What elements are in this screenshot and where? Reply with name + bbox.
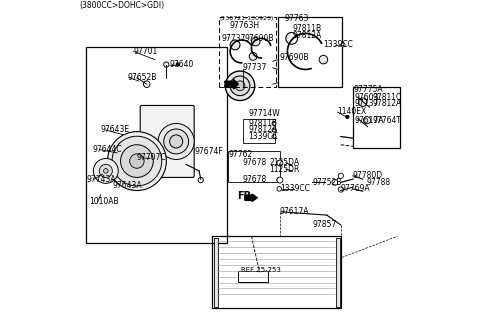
Text: 97644C: 97644C xyxy=(93,145,122,154)
Text: 97812A: 97812A xyxy=(372,99,402,108)
Circle shape xyxy=(230,40,240,50)
Text: 97617A: 97617A xyxy=(280,207,310,216)
Text: 97617A: 97617A xyxy=(354,116,384,125)
Text: 97775A: 97775A xyxy=(354,85,384,93)
Text: 97857: 97857 xyxy=(312,220,336,229)
FancyBboxPatch shape xyxy=(239,271,268,281)
Text: 97690B: 97690B xyxy=(245,34,275,43)
Text: FR: FR xyxy=(237,192,251,201)
Circle shape xyxy=(164,62,169,67)
Circle shape xyxy=(332,179,338,185)
Text: (3800CC>DOHC>GDI): (3800CC>DOHC>GDI) xyxy=(80,1,165,10)
Text: 97762: 97762 xyxy=(228,150,253,159)
Circle shape xyxy=(252,37,260,46)
Text: 97812A: 97812A xyxy=(248,126,277,134)
Text: REF 25-253: REF 25-253 xyxy=(240,267,280,273)
Text: 97643E: 97643E xyxy=(101,126,130,134)
Circle shape xyxy=(108,132,167,191)
Circle shape xyxy=(277,160,282,165)
Text: 97737: 97737 xyxy=(354,99,379,108)
Text: 97678: 97678 xyxy=(242,174,267,184)
Circle shape xyxy=(158,123,194,159)
Circle shape xyxy=(338,187,343,192)
Circle shape xyxy=(346,115,349,118)
Circle shape xyxy=(359,98,367,106)
Circle shape xyxy=(277,177,282,182)
Text: 97652B: 97652B xyxy=(127,73,156,82)
Text: 97737: 97737 xyxy=(221,34,245,43)
Circle shape xyxy=(341,43,345,47)
Text: 97780D: 97780D xyxy=(353,171,383,180)
Text: 97707C: 97707C xyxy=(137,153,167,162)
Bar xyxy=(242,118,276,143)
Bar xyxy=(219,17,276,88)
Text: 2125DA: 2125DA xyxy=(269,158,300,167)
Circle shape xyxy=(104,169,108,173)
Text: 97643A: 97643A xyxy=(112,181,142,190)
Circle shape xyxy=(225,71,255,101)
Circle shape xyxy=(144,81,150,88)
Bar xyxy=(336,238,340,307)
FancyArrow shape xyxy=(225,79,239,89)
Text: 97674F: 97674F xyxy=(194,147,223,156)
Text: 97812A: 97812A xyxy=(292,31,322,40)
Circle shape xyxy=(277,187,282,191)
Circle shape xyxy=(277,178,281,181)
Text: 97690B: 97690B xyxy=(280,53,310,63)
Bar xyxy=(353,88,400,148)
Bar xyxy=(214,238,218,307)
Circle shape xyxy=(112,136,162,186)
Text: 97737: 97737 xyxy=(242,63,267,72)
FancyBboxPatch shape xyxy=(140,105,194,177)
Bar xyxy=(86,47,227,243)
Text: 1339CC: 1339CC xyxy=(248,132,278,141)
Text: 97714W: 97714W xyxy=(248,109,280,118)
Text: 97769A: 97769A xyxy=(341,184,371,194)
Text: 1339CC: 1339CC xyxy=(324,40,353,50)
Circle shape xyxy=(169,135,183,148)
Circle shape xyxy=(99,164,112,177)
Circle shape xyxy=(286,32,298,44)
Text: 1125DR: 1125DR xyxy=(269,165,300,174)
Text: (130721-130923): (130721-130923) xyxy=(219,16,274,21)
Circle shape xyxy=(272,128,276,132)
Circle shape xyxy=(272,121,276,125)
Text: 97701: 97701 xyxy=(133,47,158,56)
Circle shape xyxy=(249,52,257,60)
Circle shape xyxy=(277,160,283,166)
Circle shape xyxy=(94,158,118,183)
Text: 97603: 97603 xyxy=(354,93,379,102)
Circle shape xyxy=(235,81,245,91)
Circle shape xyxy=(130,154,144,168)
Circle shape xyxy=(230,76,250,96)
Circle shape xyxy=(277,177,283,183)
Text: 97752B: 97752B xyxy=(312,178,342,187)
Circle shape xyxy=(120,145,153,177)
Text: 97788: 97788 xyxy=(366,178,390,187)
Text: 97763H: 97763H xyxy=(229,21,260,30)
Text: 1339CC: 1339CC xyxy=(280,184,310,194)
Circle shape xyxy=(338,173,343,178)
Circle shape xyxy=(277,161,281,164)
Text: 1140EX: 1140EX xyxy=(337,108,367,116)
Circle shape xyxy=(319,55,328,64)
Bar xyxy=(278,17,342,88)
Text: 97811F: 97811F xyxy=(248,119,276,128)
FancyArrow shape xyxy=(245,194,257,201)
Circle shape xyxy=(176,63,180,66)
Text: 97763: 97763 xyxy=(285,14,309,23)
Bar xyxy=(212,236,341,308)
Text: 97811C: 97811C xyxy=(372,93,402,102)
Text: 97811B: 97811B xyxy=(292,24,322,33)
Text: 97640: 97640 xyxy=(169,60,194,69)
Circle shape xyxy=(272,134,276,138)
Circle shape xyxy=(363,116,371,124)
Bar xyxy=(228,151,280,182)
Text: 97764T: 97764T xyxy=(372,116,402,125)
Text: 97678: 97678 xyxy=(242,158,267,167)
Circle shape xyxy=(198,177,204,183)
Text: 1010AB: 1010AB xyxy=(89,197,119,207)
Text: 97743A: 97743A xyxy=(86,174,116,184)
Circle shape xyxy=(164,129,189,154)
